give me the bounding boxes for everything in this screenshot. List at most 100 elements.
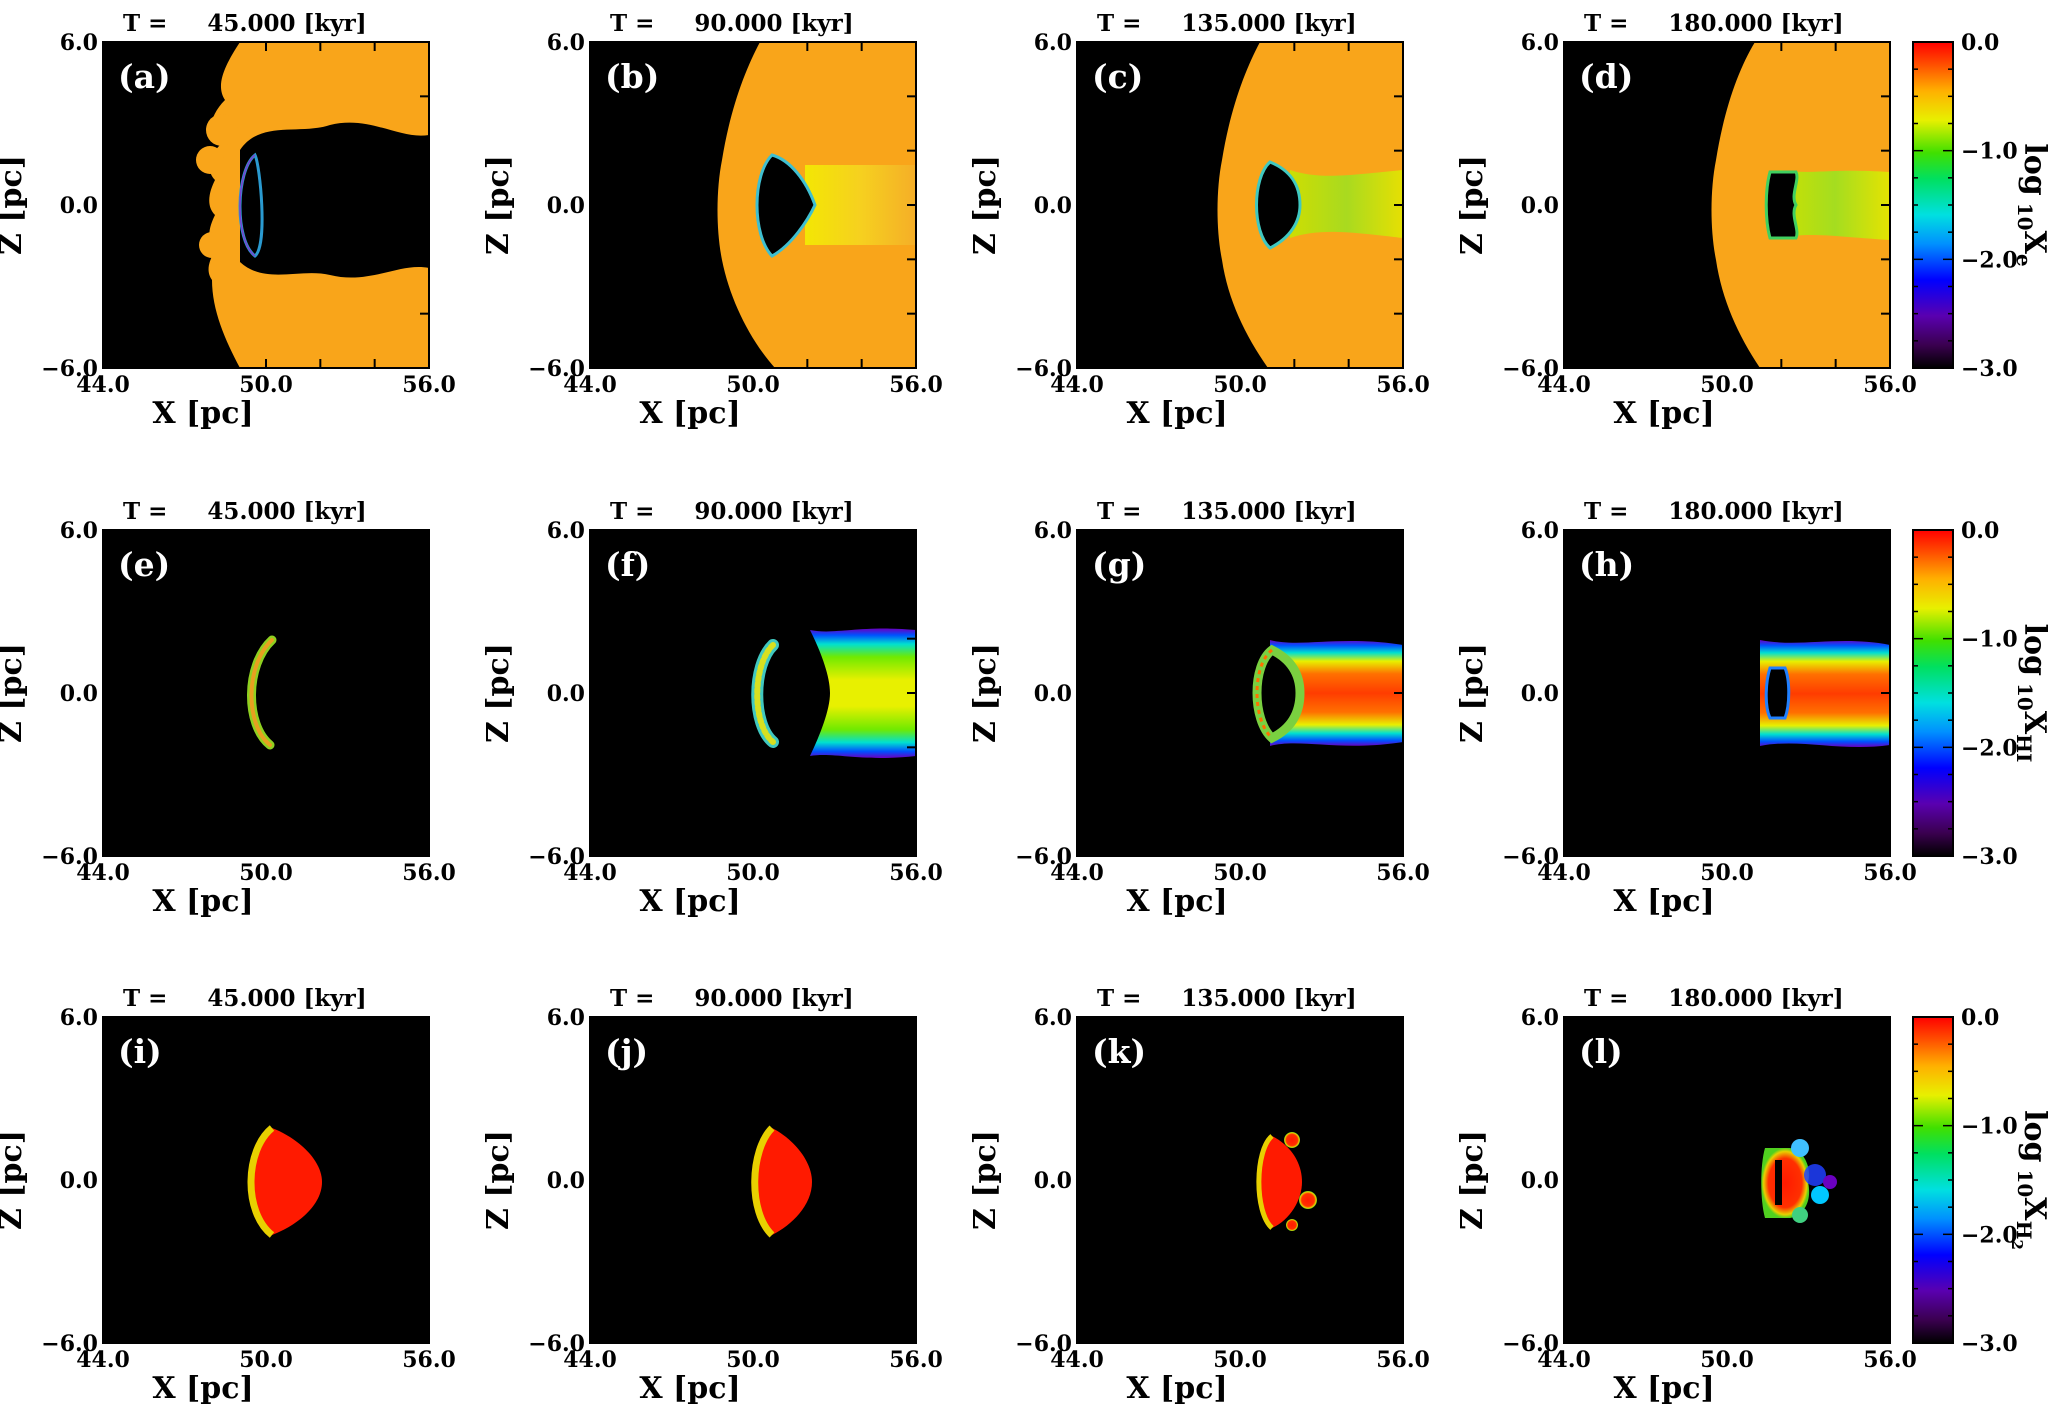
panel-b: 44.0 50.0 56.0 6.0 0.0 −6.0 X [pc] Z [pc] T = 90… bbox=[481, 10, 943, 431]
y-tick-label: −6.0 bbox=[1502, 1331, 1559, 1357]
colorbar-tick-label: −3.0 bbox=[1961, 356, 2018, 382]
panel-label: (l) bbox=[1579, 1032, 1623, 1071]
y-tick-label: 0.0 bbox=[60, 1168, 98, 1194]
x-tick-label: 44.0 bbox=[1050, 1347, 1104, 1373]
y-tick-label: 0.0 bbox=[1521, 1168, 1559, 1194]
x-tick-label: 56.0 bbox=[889, 1347, 943, 1373]
time-title: T = 45.000 [kyr] bbox=[123, 498, 367, 525]
x-tick-label: 56.0 bbox=[1863, 372, 1917, 398]
y-tick-label: 0.0 bbox=[1034, 1168, 1072, 1194]
y-tick-label: −6.0 bbox=[1502, 356, 1559, 382]
panel-k-field bbox=[1077, 1017, 1403, 1343]
panel-label: (j) bbox=[605, 1032, 648, 1071]
y-tick-label: 6.0 bbox=[547, 518, 585, 544]
x-tick-label: 50.0 bbox=[239, 860, 293, 886]
x-tick-label: 50.0 bbox=[239, 372, 293, 398]
panel-d: 44.0 50.0 56.0 6.0 0.0 −6.0 X [pc] Z [pc] T = 18… bbox=[1455, 10, 1917, 431]
colorbar-gradient bbox=[1912, 1016, 1954, 1344]
y-tick-label: −6.0 bbox=[1015, 1331, 1072, 1357]
x-tick-label: 56.0 bbox=[1863, 860, 1917, 886]
colorbar-tick-label: 0.0 bbox=[1961, 30, 1999, 56]
time-title: T = 90.000 [kyr] bbox=[610, 498, 854, 525]
colorbar: 0.0 −1.0 −2.0 −3.0 log 10XH2 bbox=[1912, 1005, 2048, 1357]
x-axis-label: X [pc] bbox=[639, 1371, 740, 1406]
x-tick-label: 50.0 bbox=[1213, 1347, 1267, 1373]
panel-label: (a) bbox=[118, 57, 171, 96]
y-tick-label: 0.0 bbox=[60, 681, 98, 707]
colorbar-tick-label: −1.0 bbox=[1961, 627, 2018, 653]
x-tick-label: 44.0 bbox=[1050, 860, 1104, 886]
y-tick-label: −6.0 bbox=[528, 844, 585, 870]
y-axis-label: Z [pc] bbox=[1455, 155, 1490, 255]
y-axis-label: Z [pc] bbox=[0, 1130, 29, 1230]
panel-j-field bbox=[590, 1017, 916, 1343]
y-tick-label: −6.0 bbox=[41, 844, 98, 870]
x-tick-label: 56.0 bbox=[889, 372, 943, 398]
colorbar-tick-label: 0.0 bbox=[1961, 518, 1999, 544]
y-tick-label: 6.0 bbox=[547, 30, 585, 56]
colorbar-tick-label: −2.0 bbox=[1961, 735, 2018, 761]
x-tick-label: 44.0 bbox=[1537, 372, 1591, 398]
x-tick-label: 50.0 bbox=[726, 372, 780, 398]
panel-label: (k) bbox=[1092, 1032, 1146, 1071]
colorbar: 0.0 −1.0 −2.0 −3.0 log 10XHI bbox=[1912, 518, 2048, 870]
time-title: T = 90.000 [kyr] bbox=[610, 985, 854, 1012]
y-tick-label: 0.0 bbox=[1521, 681, 1559, 707]
panel-i-field bbox=[103, 1017, 429, 1343]
colorbar-tick-label: 0.0 bbox=[1961, 1005, 1999, 1031]
x-tick-label: 50.0 bbox=[239, 1347, 293, 1373]
panel-b-field bbox=[590, 42, 916, 368]
panel-e: 44.0 50.0 56.0 6.0 0.0 −6.0 X [pc] Z [pc] T = 45… bbox=[0, 498, 456, 919]
colorbar: 0.0 −1.0 −2.0 −3.0 log 10Xe bbox=[1912, 30, 2048, 382]
panel-label: (c) bbox=[1092, 57, 1143, 96]
panel-h-field bbox=[1564, 530, 1890, 856]
y-tick-label: 0.0 bbox=[1521, 193, 1559, 219]
panel-label: (h) bbox=[1579, 545, 1634, 584]
x-tick-label: 56.0 bbox=[1376, 1347, 1430, 1373]
colorbar-tick-label: −2.0 bbox=[1961, 1222, 2018, 1248]
colorbar-label: log 10XH2 bbox=[2008, 1110, 2048, 1250]
x-tick-label: 50.0 bbox=[1700, 860, 1754, 886]
y-axis-label: Z [pc] bbox=[0, 643, 29, 743]
time-title: T = 135.000 [kyr] bbox=[1097, 985, 1357, 1012]
panel-f-field bbox=[590, 530, 916, 856]
panel-label: (f) bbox=[605, 545, 650, 584]
x-tick-label: 50.0 bbox=[1213, 372, 1267, 398]
x-tick-label: 56.0 bbox=[402, 1347, 456, 1373]
panel-l: 44.0 50.0 56.0 6.0 0.0 −6.0 X [pc] Z [pc] T = 18… bbox=[1455, 985, 1917, 1406]
x-tick-label: 44.0 bbox=[563, 1347, 617, 1373]
y-tick-label: 6.0 bbox=[60, 30, 98, 56]
x-tick-label: 50.0 bbox=[1700, 1347, 1754, 1373]
axes-layer: 44.0 50.0 56.0 6.0 0.0 −6.0 X [pc] Z [pc] T = 45… bbox=[0, 10, 2048, 1406]
x-axis-label: X [pc] bbox=[1613, 396, 1714, 431]
panel-i: 44.0 50.0 56.0 6.0 0.0 −6.0 X [pc] Z [pc] T = 45… bbox=[0, 985, 456, 1406]
x-tick-label: 56.0 bbox=[1376, 860, 1430, 886]
y-tick-label: −6.0 bbox=[1015, 356, 1072, 382]
y-axis-label: Z [pc] bbox=[481, 643, 516, 743]
x-tick-label: 50.0 bbox=[726, 860, 780, 886]
x-axis-label: X [pc] bbox=[1613, 1371, 1714, 1406]
panel-e-field bbox=[103, 530, 429, 856]
x-tick-label: 56.0 bbox=[1376, 372, 1430, 398]
panel-a-field bbox=[103, 42, 429, 368]
x-axis-label: X [pc] bbox=[1126, 1371, 1227, 1406]
y-tick-label: 0.0 bbox=[60, 193, 98, 219]
y-tick-label: 0.0 bbox=[1034, 681, 1072, 707]
y-tick-label: 6.0 bbox=[1034, 1005, 1072, 1031]
panel-label: (e) bbox=[118, 545, 170, 584]
time-title: T = 135.000 [kyr] bbox=[1097, 10, 1357, 37]
y-tick-label: −6.0 bbox=[41, 356, 98, 382]
y-tick-label: 6.0 bbox=[1521, 1005, 1559, 1031]
panel-f: 44.0 50.0 56.0 6.0 0.0 −6.0 X [pc] Z [pc] T = 90… bbox=[481, 498, 943, 919]
panel-d-field bbox=[1564, 42, 1890, 368]
y-tick-label: 0.0 bbox=[547, 681, 585, 707]
colorbar-tick-label: −3.0 bbox=[1961, 844, 2018, 870]
panel-label: (g) bbox=[1092, 545, 1146, 584]
x-axis-label: X [pc] bbox=[1126, 396, 1227, 431]
panel-label: (b) bbox=[605, 57, 659, 96]
time-title: T = 135.000 [kyr] bbox=[1097, 498, 1357, 525]
x-tick-label: 44.0 bbox=[76, 860, 130, 886]
colorbar-tick-label: −1.0 bbox=[1961, 139, 2018, 165]
colorbar-gradient bbox=[1912, 529, 1954, 857]
